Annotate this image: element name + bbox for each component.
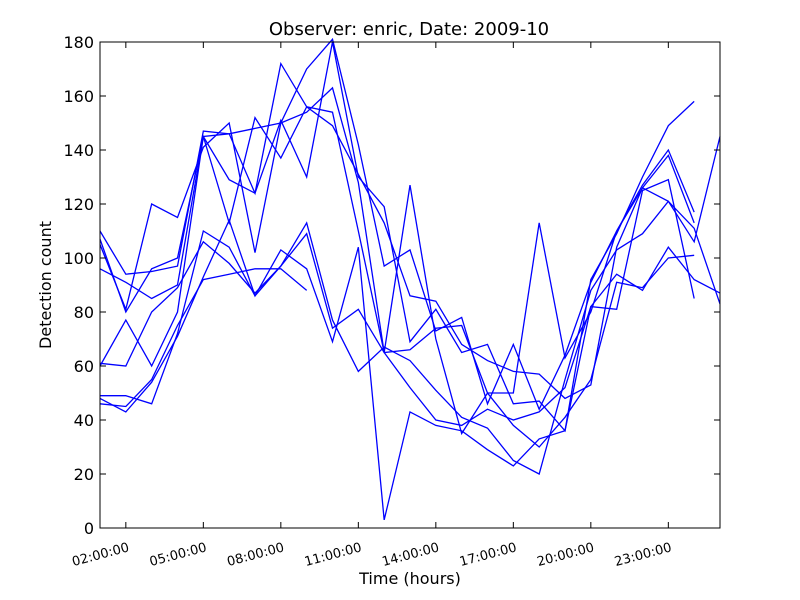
x-axis-label: Time (hours) [358, 569, 461, 588]
y-axis-ticks: 0 20 40 60 80 100 120 140 160 180 [63, 33, 720, 538]
series-line-2 [99, 41, 695, 433]
series-line-5 [99, 86, 721, 436]
chart-title: Observer: enric, Date: 2009-10 [269, 19, 549, 40]
series-line-9 [99, 268, 308, 408]
y-tick-label: 100 [63, 249, 94, 268]
y-tick-label: 140 [63, 141, 94, 160]
series-line-7 [100, 229, 695, 448]
series-line-1 [99, 61, 695, 427]
y-tick-label: 0 [84, 519, 94, 538]
y-axis-label: Detection count [36, 221, 55, 349]
y-tick-label: 160 [63, 87, 94, 106]
y-tick-label: 20 [74, 465, 94, 484]
series-line-8 [99, 218, 721, 521]
y-tick-label: 120 [63, 195, 94, 214]
y-tick-label: 60 [74, 357, 94, 376]
series-layer [99, 37, 721, 521]
plot-frame [99, 41, 721, 529]
y-tick-label: 80 [74, 303, 94, 322]
y-tick-label: 40 [74, 411, 94, 430]
y-tick-label: 180 [63, 33, 94, 52]
series-line-6 [99, 200, 721, 475]
